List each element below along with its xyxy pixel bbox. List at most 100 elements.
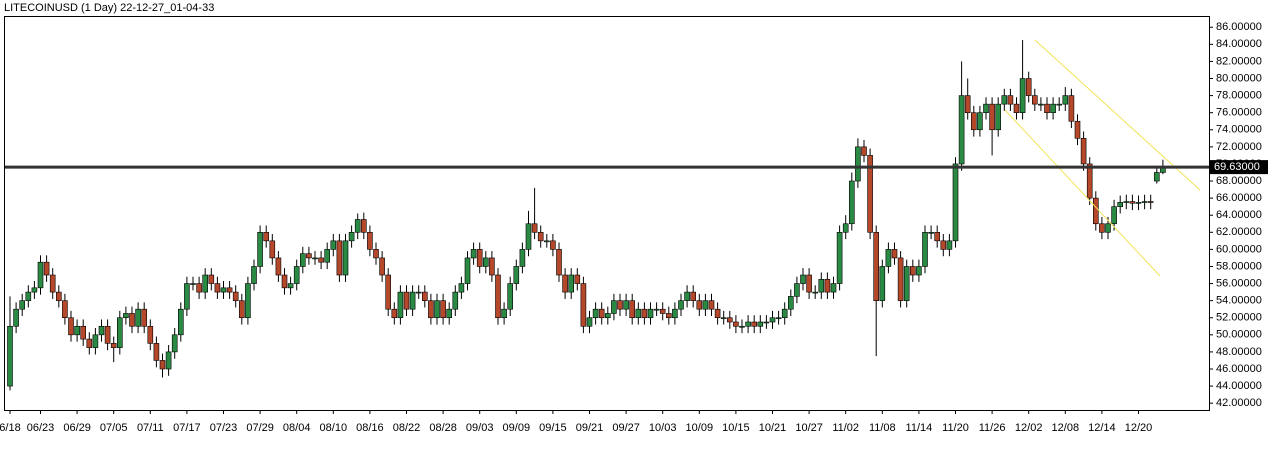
x-tick-label: 09/27	[612, 422, 640, 434]
candle-body	[848, 180, 855, 225]
candle-body	[1117, 202, 1123, 207]
candle-body	[672, 308, 678, 319]
candle-body	[1025, 78, 1032, 96]
candle-body	[830, 283, 837, 293]
candle-body	[7, 325, 13, 387]
candle-body	[964, 95, 971, 113]
x-tick-label: 12/08	[1052, 422, 1080, 434]
plot-frame	[4, 16, 1210, 411]
candle-body	[641, 308, 648, 319]
candle-body	[977, 112, 983, 131]
candle-body	[720, 317, 727, 320]
candle-body	[940, 240, 947, 250]
y-tick-label: 86.00000	[1216, 21, 1262, 33]
candle-body	[287, 283, 294, 289]
candle-body	[714, 308, 721, 319]
candle-body	[623, 300, 629, 310]
candle-body	[257, 231, 263, 267]
candle-body	[592, 308, 599, 319]
candle-body	[653, 308, 660, 311]
x-tick-label: 08/28	[429, 422, 457, 434]
candle-body	[726, 317, 733, 323]
candle-body	[275, 257, 282, 276]
candle-body	[342, 240, 349, 276]
candle-body	[385, 274, 392, 310]
candle-body	[68, 317, 74, 336]
candle-body	[367, 231, 373, 250]
candle-body	[891, 249, 898, 259]
candle-body	[153, 343, 160, 361]
candle-body	[171, 334, 178, 353]
candle-body	[574, 274, 581, 284]
candle-body	[842, 223, 849, 233]
candle-body	[1141, 201, 1148, 203]
candle-body	[1050, 103, 1056, 113]
candle-body	[647, 308, 654, 319]
candle-body	[391, 308, 398, 319]
y-tick-label: 56.00000	[1216, 277, 1262, 289]
candle-body	[1135, 202, 1142, 204]
candle-body	[55, 291, 62, 301]
y-tick-label: 48.00000	[1216, 346, 1262, 358]
candle-body	[1001, 95, 1008, 105]
candle-body	[690, 291, 697, 301]
y-tick-label: 82.00000	[1216, 55, 1262, 67]
x-tick-label: 09/21	[576, 422, 604, 434]
y-tick-label: 78.00000	[1216, 90, 1262, 102]
x-tick-label: 08/16	[356, 422, 384, 434]
candle-body	[74, 325, 80, 336]
candle-body	[885, 249, 892, 267]
y-tick-label: 50.00000	[1216, 329, 1262, 341]
candle-body	[519, 249, 526, 267]
y-tick-label: 68.00000	[1216, 175, 1262, 187]
candle-body	[836, 231, 843, 284]
candle-body	[733, 321, 739, 327]
candle-body	[1129, 201, 1136, 204]
candle-body	[928, 231, 934, 234]
candle-body	[1074, 120, 1081, 139]
x-tick-label: 09/15	[539, 422, 567, 434]
y-tick-label: 44.00000	[1216, 380, 1262, 392]
candle-body	[98, 325, 105, 336]
candle-body	[507, 283, 514, 310]
candle-body	[1147, 201, 1154, 203]
candle-body	[501, 308, 507, 319]
candle-body	[604, 313, 611, 319]
x-tick-label: 07/05	[100, 422, 128, 434]
x-tick-label: 11/14	[906, 422, 933, 434]
y-tick-label: 54.00000	[1216, 295, 1262, 307]
candle-body	[970, 112, 977, 131]
y-tick-label: 60.00000	[1216, 243, 1262, 255]
x-tick-label: 06/23	[27, 422, 55, 434]
y-tick-label: 46.00000	[1216, 363, 1262, 375]
candle-body	[299, 253, 306, 267]
candle-body	[80, 325, 86, 340]
candle-body	[190, 283, 196, 285]
x-tick-label: 09/09	[503, 422, 531, 434]
candle-body	[470, 249, 477, 259]
candle-body	[348, 231, 355, 242]
candle-body	[1093, 197, 1099, 225]
candle-body	[598, 308, 605, 319]
candle-body	[1086, 163, 1093, 199]
channel-line	[1034, 39, 1201, 191]
candle-body	[452, 291, 459, 310]
candle-body	[245, 283, 251, 319]
candle-body	[110, 343, 117, 348]
x-tick-label: 07/17	[173, 422, 201, 434]
candle-body	[1123, 201, 1130, 203]
candle-body	[946, 240, 953, 250]
x-tick-label: 09/03	[466, 422, 494, 434]
candle-body	[428, 300, 434, 319]
y-tick-label: 84.00000	[1216, 38, 1262, 50]
candle-body	[659, 308, 666, 314]
candle-body	[281, 274, 288, 289]
candle-body	[958, 95, 965, 165]
candle-body	[220, 287, 227, 293]
x-tick-label: 08/04	[283, 422, 311, 434]
candle-body	[202, 274, 208, 293]
candle-body	[184, 283, 190, 310]
y-tick-label: 74.00000	[1216, 124, 1262, 136]
